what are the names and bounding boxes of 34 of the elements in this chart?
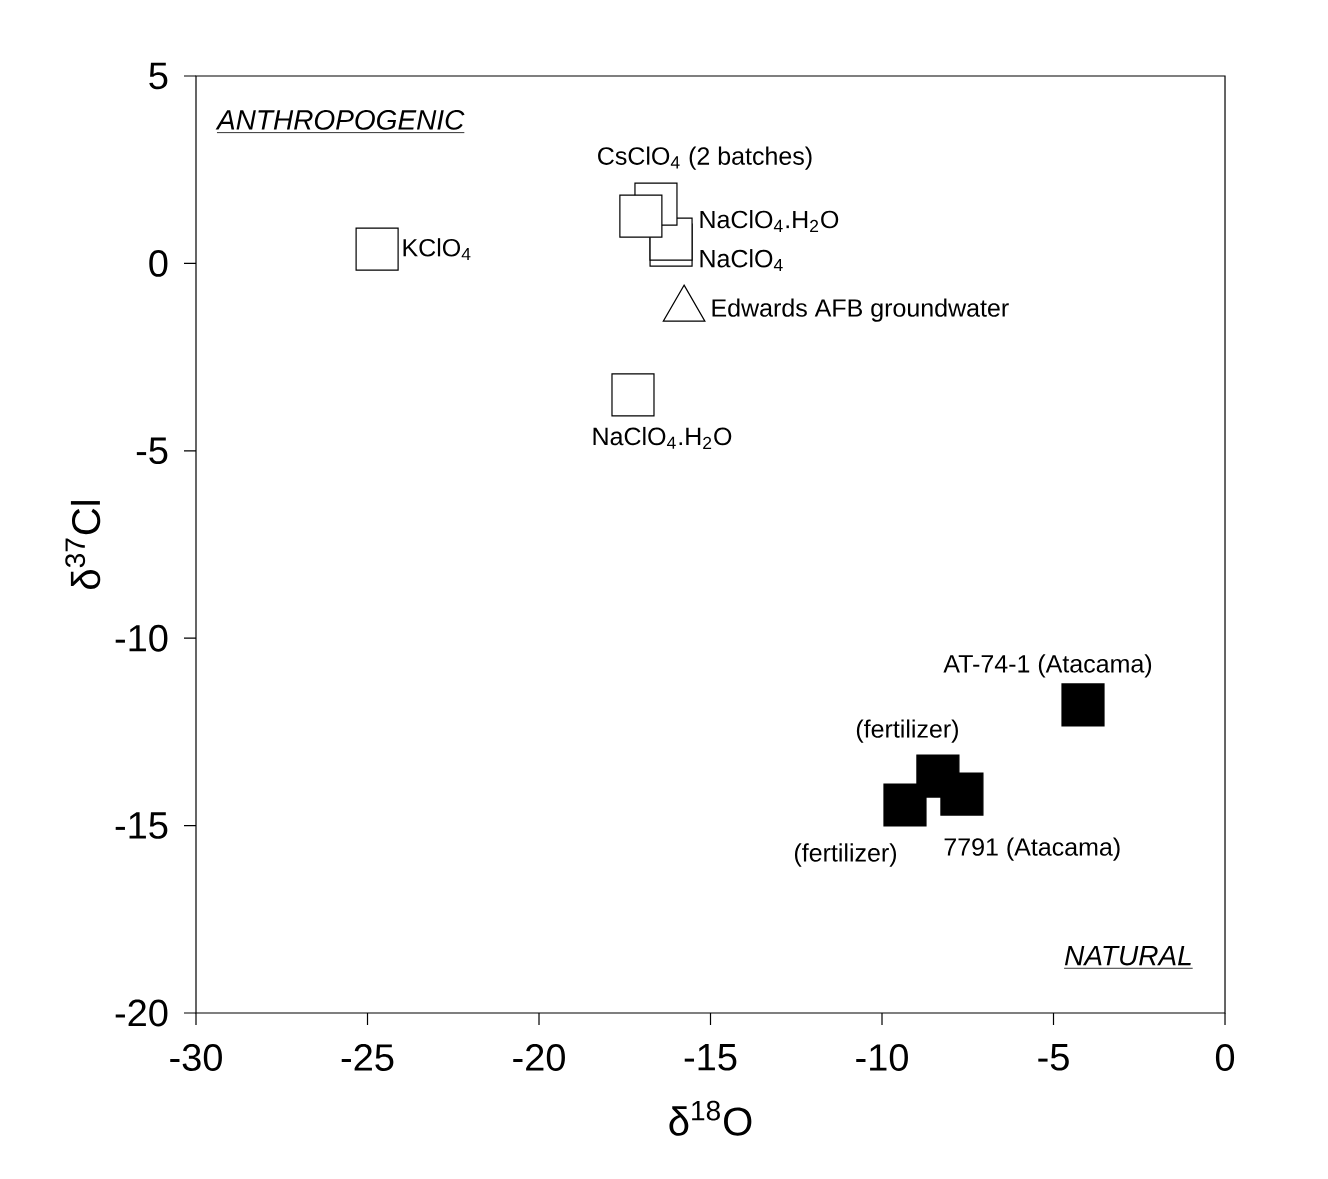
point bbox=[611, 373, 655, 417]
x-tick-label: -15 bbox=[684, 1044, 737, 1071]
annotation: NATURAL bbox=[1064, 945, 1191, 966]
x-tick-label: -5 bbox=[1038, 1044, 1069, 1071]
y-axis-title: δ$^{37}$Cl bbox=[65, 501, 101, 589]
point bbox=[619, 194, 663, 238]
x-tick-label: 0 bbox=[1215, 1044, 1235, 1071]
point bbox=[662, 284, 706, 322]
annotation: KClO$_{4}$ bbox=[403, 238, 471, 261]
point bbox=[355, 227, 399, 271]
y-tick-label: -20 bbox=[115, 999, 168, 1027]
annotation: AT-74-1 (Atacama) bbox=[943, 654, 1152, 678]
x-tick-label: -20 bbox=[513, 1044, 565, 1071]
y-tick-label: 5 bbox=[149, 62, 168, 90]
x-tick-label: -30 bbox=[170, 1044, 222, 1071]
point bbox=[1061, 683, 1105, 727]
y-tick-label: -5 bbox=[136, 437, 168, 465]
point bbox=[883, 783, 927, 827]
annotation: CsClO$_{4}$ (2 batches) bbox=[598, 146, 812, 170]
x-tick-label: -10 bbox=[856, 1044, 908, 1071]
x-tick-label: -25 bbox=[341, 1044, 394, 1071]
y-tick-label: -15 bbox=[115, 812, 168, 839]
annotation: NaClO$_{4}$ bbox=[700, 249, 783, 271]
annotation: NaClO$_{4}$.H$_{2}$O bbox=[700, 209, 839, 233]
point bbox=[940, 772, 984, 816]
annotation: NaClO$_{4}$.H$_{2}$O bbox=[593, 426, 732, 449]
y-tick-label: 0 bbox=[149, 249, 168, 277]
y-tick-label: -10 bbox=[115, 624, 168, 652]
annotation: ANTHROPOGENIC bbox=[215, 109, 465, 130]
annotation: Edwards AFB groundwater bbox=[712, 298, 1009, 322]
annotation: (fertilizer) bbox=[856, 719, 958, 743]
x-axis-title: δ$^{18}$O bbox=[669, 1100, 752, 1136]
annotation: (fertilizer) bbox=[794, 843, 897, 867]
annotation: 7791 (Atacama) bbox=[944, 837, 1120, 861]
